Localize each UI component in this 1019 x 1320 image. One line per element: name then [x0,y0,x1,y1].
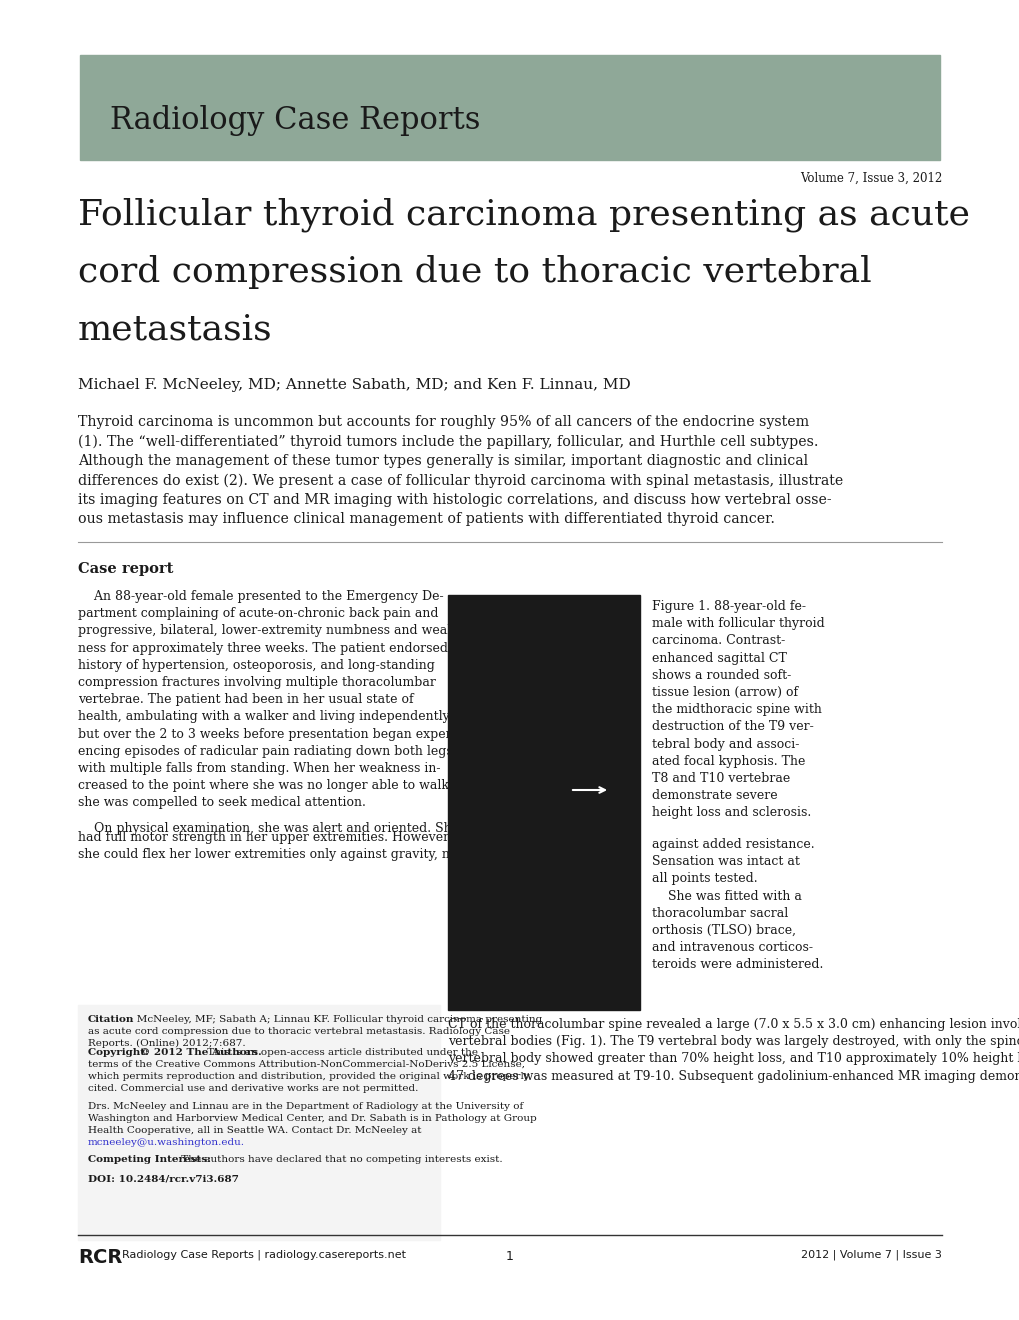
Text: mcneeley@u.washington.edu.: mcneeley@u.washington.edu. [88,1138,245,1147]
Text: had full motor strength in her upper extremities. However,: had full motor strength in her upper ext… [77,830,451,843]
Bar [447,595,639,1010]
Text: Washington and Harborview Medical Center, and Dr. Sabath is in Pathology at Grou: Washington and Harborview Medical Center… [88,1114,536,1123]
Text: RCR: RCR [77,1247,122,1267]
Text: Radiology Case Reports: Radiology Case Reports [110,104,480,136]
Text: Radiology Case Reports | radiology.casereports.net: Radiology Case Reports | radiology.caser… [122,1250,406,1261]
Text: destruction of the T9 ver-: destruction of the T9 ver- [651,721,813,734]
Text: male with follicular thyroid: male with follicular thyroid [651,618,824,630]
Text: Health Cooperative, all in Seattle WA. Contact Dr. McNeeley at: Health Cooperative, all in Seattle WA. C… [88,1126,421,1135]
Text: teroids were administered.: teroids were administered. [651,958,822,972]
Bar [79,55,940,160]
Bar [77,1005,439,1239]
Text: Reports. (Online) 2012;7:687.: Reports. (Online) 2012;7:687. [88,1039,246,1048]
Text: demonstrate severe: demonstrate severe [651,789,776,803]
Text: with multiple falls from standing. When her weakness in-: with multiple falls from standing. When … [77,762,440,775]
Text: Citation: Citation [88,1015,135,1024]
Text: : McNeeley, MF; Sabath A; Linnau KF. Follicular thyroid carcinoma presenting: : McNeeley, MF; Sabath A; Linnau KF. Fol… [129,1015,542,1024]
Text: She was fitted with a: She was fitted with a [651,890,801,903]
Text: DOI: 10.2484/rcr.v7i3.687: DOI: 10.2484/rcr.v7i3.687 [88,1175,238,1184]
Text: On physical examination, she was alert and oriented. She: On physical examination, she was alert a… [77,821,459,834]
Text: Follicular thyroid carcinoma presenting as acute: Follicular thyroid carcinoma presenting … [77,198,969,232]
Text: 2012 | Volume 7 | Issue 3: 2012 | Volume 7 | Issue 3 [800,1250,942,1261]
Text: T8 and T10 vertebrae: T8 and T10 vertebrae [651,772,790,785]
Text: and intravenous corticos-: and intravenous corticos- [651,941,812,954]
Text: but over the 2 to 3 weeks before presentation began experi-: but over the 2 to 3 weeks before present… [77,727,460,741]
Text: health, ambulating with a walker and living independently,: health, ambulating with a walker and liv… [77,710,451,723]
Text: vertebral body showed greater than 70% height loss, and T10 approximately 10% he: vertebral body showed greater than 70% h… [447,1052,1019,1065]
Text: ness for approximately three weeks. The patient endorsed a: ness for approximately three weeks. The … [77,642,459,655]
Text: Sensation was intact at: Sensation was intact at [651,855,799,869]
Text: Michael F. McNeeley, MD; Annette Sabath, MD; and Ken F. Linnau, MD: Michael F. McNeeley, MD; Annette Sabath,… [77,378,630,392]
Text: progressive, bilateral, lower-extremity numbness and weak-: progressive, bilateral, lower-extremity … [77,624,459,638]
Text: which permits reproduction and distribution, provided the original work is prope: which permits reproduction and distribut… [88,1072,529,1081]
Text: history of hypertension, osteoporosis, and long-standing: history of hypertension, osteoporosis, a… [77,659,434,672]
Text: enhanced sagittal CT: enhanced sagittal CT [651,652,786,664]
Text: CT of the thoracolumbar spine revealed a large (7.0 x 5.5 x 3.0 cm) enhancing le: CT of the thoracolumbar spine revealed a… [447,1018,1019,1031]
Text: vertebral bodies (Fig. 1). The T9 vertebral body was largely destroyed, with onl: vertebral bodies (Fig. 1). The T9 verteb… [447,1035,1019,1048]
Text: ated focal kyphosis. The: ated focal kyphosis. The [651,755,805,768]
Text: The authors have declared that no competing interests exist.: The authors have declared that no compet… [178,1155,502,1164]
Text: carcinoma. Contrast-: carcinoma. Contrast- [651,635,785,647]
Text: 47 degrees was measured at T9-10. Subsequent gadolinium-enhanced MR imaging demo: 47 degrees was measured at T9-10. Subseq… [447,1069,1019,1082]
Text: metastasis: metastasis [77,312,272,346]
Text: (1). The “well-differentiated” thyroid tumors include the papillary, follicular,: (1). The “well-differentiated” thyroid t… [77,434,817,449]
Text: orthosis (TLSO) brace,: orthosis (TLSO) brace, [651,924,795,937]
Text: the midthoracic spine with: the midthoracic spine with [651,704,821,717]
Text: she could flex her lower extremities only against gravity, not: she could flex her lower extremities onl… [77,847,462,861]
Text: differences do exist (2). We present a case of follicular thyroid carcinoma with: differences do exist (2). We present a c… [77,474,843,488]
Text: Copyright:: Copyright: [88,1048,153,1057]
Text: Thyroid carcinoma is uncommon but accounts for roughly 95% of all cancers of the: Thyroid carcinoma is uncommon but accoun… [77,414,808,429]
Text: © 2012 The Authors.: © 2012 The Authors. [140,1048,262,1057]
Text: as acute cord compression due to thoracic vertebral metastasis. Radiology Case: as acute cord compression due to thoraci… [88,1027,510,1036]
Text: all points tested.: all points tested. [651,873,757,886]
Text: Drs. McNeeley and Linnau are in the Department of Radiology at the University of: Drs. McNeeley and Linnau are in the Depa… [88,1102,523,1111]
Text: cited. Commercial use and derivative works are not permitted.: cited. Commercial use and derivative wor… [88,1084,418,1093]
Text: cord compression due to thoracic vertebral: cord compression due to thoracic vertebr… [77,255,871,289]
Text: 1: 1 [505,1250,514,1263]
Text: partment complaining of acute-on-chronic back pain and: partment complaining of acute-on-chronic… [77,607,438,620]
Text: its imaging features on CT and MR imaging with histologic correlations, and disc: its imaging features on CT and MR imagin… [77,492,830,507]
Text: Competing Interests:: Competing Interests: [88,1155,214,1164]
Text: she was compelled to seek medical attention.: she was compelled to seek medical attent… [77,796,366,809]
Text: tebral body and associ-: tebral body and associ- [651,738,799,751]
Text: height loss and sclerosis.: height loss and sclerosis. [651,807,810,820]
Text: Although the management of these tumor types generally is similar, important dia: Although the management of these tumor t… [77,454,807,469]
Text: This is an open-access article distributed under the: This is an open-access article distribut… [204,1048,478,1057]
Text: thoracolumbar sacral: thoracolumbar sacral [651,907,788,920]
Text: shows a rounded soft-: shows a rounded soft- [651,669,791,682]
Text: tissue lesion (arrow) of: tissue lesion (arrow) of [651,686,797,700]
Text: ous metastasis may influence clinical management of patients with differentiated: ous metastasis may influence clinical ma… [77,512,774,527]
Text: Volume 7, Issue 3, 2012: Volume 7, Issue 3, 2012 [799,172,942,185]
Text: creased to the point where she was no longer able to walk,: creased to the point where she was no lo… [77,779,452,792]
Text: Figure 1. 88-year-old fe-: Figure 1. 88-year-old fe- [651,601,805,612]
Text: Case report: Case report [77,562,173,576]
Text: compression fractures involving multiple thoracolumbar: compression fractures involving multiple… [77,676,435,689]
Text: An 88-year-old female presented to the Emergency De-: An 88-year-old female presented to the E… [77,590,443,603]
Text: encing episodes of radicular pain radiating down both legs,: encing episodes of radicular pain radiat… [77,744,457,758]
Text: against added resistance.: against added resistance. [651,838,814,851]
Text: vertebrae. The patient had been in her usual state of: vertebrae. The patient had been in her u… [77,693,414,706]
Text: terms of the Creative Commons Attribution-NonCommercial-NoDerivs 2.5 License,: terms of the Creative Commons Attributio… [88,1060,525,1069]
